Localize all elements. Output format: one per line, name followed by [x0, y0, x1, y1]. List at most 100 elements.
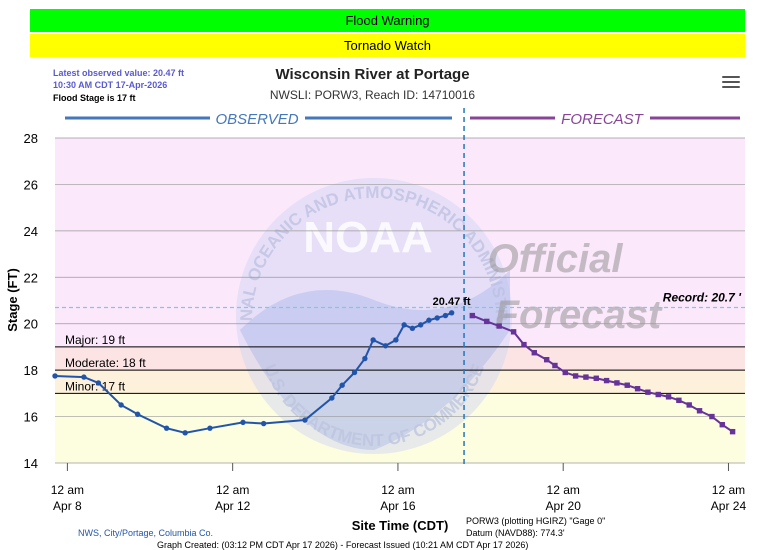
forecast-point-17	[655, 391, 661, 398]
observed-header-label: OBSERVED	[215, 111, 298, 128]
x-tick-label-time-1: 12 am	[216, 483, 249, 497]
forecast-point-4	[521, 341, 527, 348]
observed-point-4	[134, 411, 141, 417]
observed-point-6	[182, 430, 188, 436]
observed-point-2	[95, 380, 102, 386]
observed-point-13	[351, 369, 358, 376]
official-stamp: Official	[488, 237, 624, 281]
observed-point-1	[81, 374, 87, 380]
x-tick-label-time-2: 12 am	[381, 483, 414, 497]
hamburger-menu-icon[interactable]	[722, 76, 740, 90]
noaa-watermark-wave	[240, 270, 510, 450]
forecast-header-label: FORECAST	[561, 111, 645, 128]
forecast-point-21	[696, 408, 703, 414]
forecast-point-10	[583, 374, 589, 380]
noaa-watermark-logo: NOAA	[303, 213, 433, 262]
observed-point-15	[370, 337, 376, 343]
observed-point-21	[426, 317, 432, 323]
forecast-point-3	[510, 329, 517, 335]
forecast-point-20	[686, 402, 692, 408]
forecast-point-16	[645, 389, 651, 395]
observed-point-3	[118, 402, 124, 408]
observed-point-8	[240, 419, 246, 426]
forecast-point-12	[603, 377, 610, 384]
y-tick-label-14: 14	[24, 456, 38, 471]
forecast-point-15	[634, 386, 641, 392]
footer-credit[interactable]: NWS, City/Portage, Columbia Co.	[78, 528, 214, 538]
y-tick-label-16: 16	[24, 410, 38, 425]
x-tick-label-time-4: 12 am	[712, 483, 745, 497]
flood-warning-banner[interactable]: Flood Warning	[30, 9, 745, 32]
x-tick-label-date-0: Apr 8	[53, 499, 82, 513]
chart-title: Wisconsin River at Portage	[275, 66, 470, 83]
observed-point-19	[409, 325, 416, 332]
forecast-point-2	[496, 323, 502, 329]
forecast-point-24	[729, 428, 736, 435]
forecast-point-5	[531, 350, 537, 356]
observed-point-14	[362, 355, 368, 362]
y-tick-label-18: 18	[24, 363, 38, 378]
threshold-label-major: Major: 19 ft	[65, 333, 126, 347]
x-tick-label-date-2: Apr 16	[380, 499, 416, 513]
observed-point-20	[417, 322, 424, 328]
forecast-point-6	[543, 356, 550, 363]
observed-point-5	[163, 425, 170, 431]
y-tick-label-26: 26	[24, 177, 38, 192]
flood-warning-label: Flood Warning	[345, 13, 430, 28]
x-tick-label-date-1: Apr 12	[215, 499, 251, 513]
peak-value-label: 20.47 ft	[433, 296, 471, 308]
x-tick-label-time-0: 12 am	[51, 483, 84, 497]
footer-created: Graph Created: (03:12 PM CDT Apr 17 2026…	[157, 540, 529, 550]
record-label: Record: 20.7 '	[663, 290, 742, 304]
latest-observed-value: Latest observed value: 20.47 ft	[53, 68, 185, 78]
observed-point-24	[448, 310, 455, 316]
threshold-label-minor: Minor: 17 ft	[65, 379, 126, 393]
y-axis-label: Stage (FT)	[5, 268, 20, 332]
observed-point-11	[329, 395, 335, 401]
y-tick-label-28: 28	[24, 131, 38, 146]
observed-point-18	[401, 322, 407, 328]
forecast-point-7	[552, 362, 558, 369]
observed-point-22	[434, 315, 440, 321]
forecast-point-14	[624, 382, 630, 388]
footer-gage: PORW3 (plotting HGIRZ) "Gage 0"	[466, 516, 606, 526]
chart-subtitle: NWSLI: PORW3, Reach ID: 14710016	[269, 88, 476, 102]
forecast-point-19	[676, 397, 682, 404]
y-tick-label-22: 22	[24, 270, 38, 285]
forecast-point-22	[709, 413, 715, 420]
latest-observed-time: 10:30 AM CDT 17-Apr-2026	[53, 80, 168, 90]
observed-point-9	[260, 420, 267, 427]
tornado-watch-label: Tornado Watch	[344, 38, 431, 53]
threshold-label-moderate: Moderate: 18 ft	[65, 356, 146, 370]
noaa-watermark-disc	[236, 178, 512, 454]
flood-stage-text: Flood Stage is 17 ft	[53, 93, 136, 103]
forecast-point-18	[665, 394, 672, 400]
x-tick-label-time-3: 12 am	[547, 483, 580, 497]
stage-band-2	[55, 346, 745, 371]
forecast-point-11	[593, 375, 599, 381]
x-tick-label-date-4: Apr 24	[711, 499, 747, 513]
forecast-point-13	[614, 380, 620, 386]
forecast-point-1	[484, 318, 490, 325]
observed-point-10	[302, 417, 308, 423]
forecast-stamp: Forecast	[495, 293, 663, 337]
y-tick-label-20: 20	[24, 317, 38, 332]
latest-observed: Latest observed value: 20.47 ft 10:30 AM…	[53, 67, 184, 91]
y-tick-label-24: 24	[24, 224, 38, 239]
tornado-watch-banner[interactable]: Tornado Watch	[30, 34, 745, 57]
observed-point-16	[382, 343, 389, 349]
x-tick-label-date-3: Apr 20	[546, 499, 582, 513]
stage-band-3	[55, 138, 745, 347]
forecast-point-23	[719, 421, 725, 428]
observed-point-0	[52, 373, 58, 379]
observed-point-23	[442, 312, 449, 319]
forecast-point-8	[562, 369, 568, 376]
footer-datum: Datum (NAVD88): 774.3'	[466, 528, 565, 538]
observed-point-7	[207, 425, 213, 431]
forecast-point-0	[469, 312, 476, 319]
observed-point-17	[393, 337, 399, 343]
forecast-point-9	[572, 373, 579, 379]
observed-point-12	[339, 382, 345, 388]
x-axis-label: Site Time (CDT)	[352, 518, 449, 533]
